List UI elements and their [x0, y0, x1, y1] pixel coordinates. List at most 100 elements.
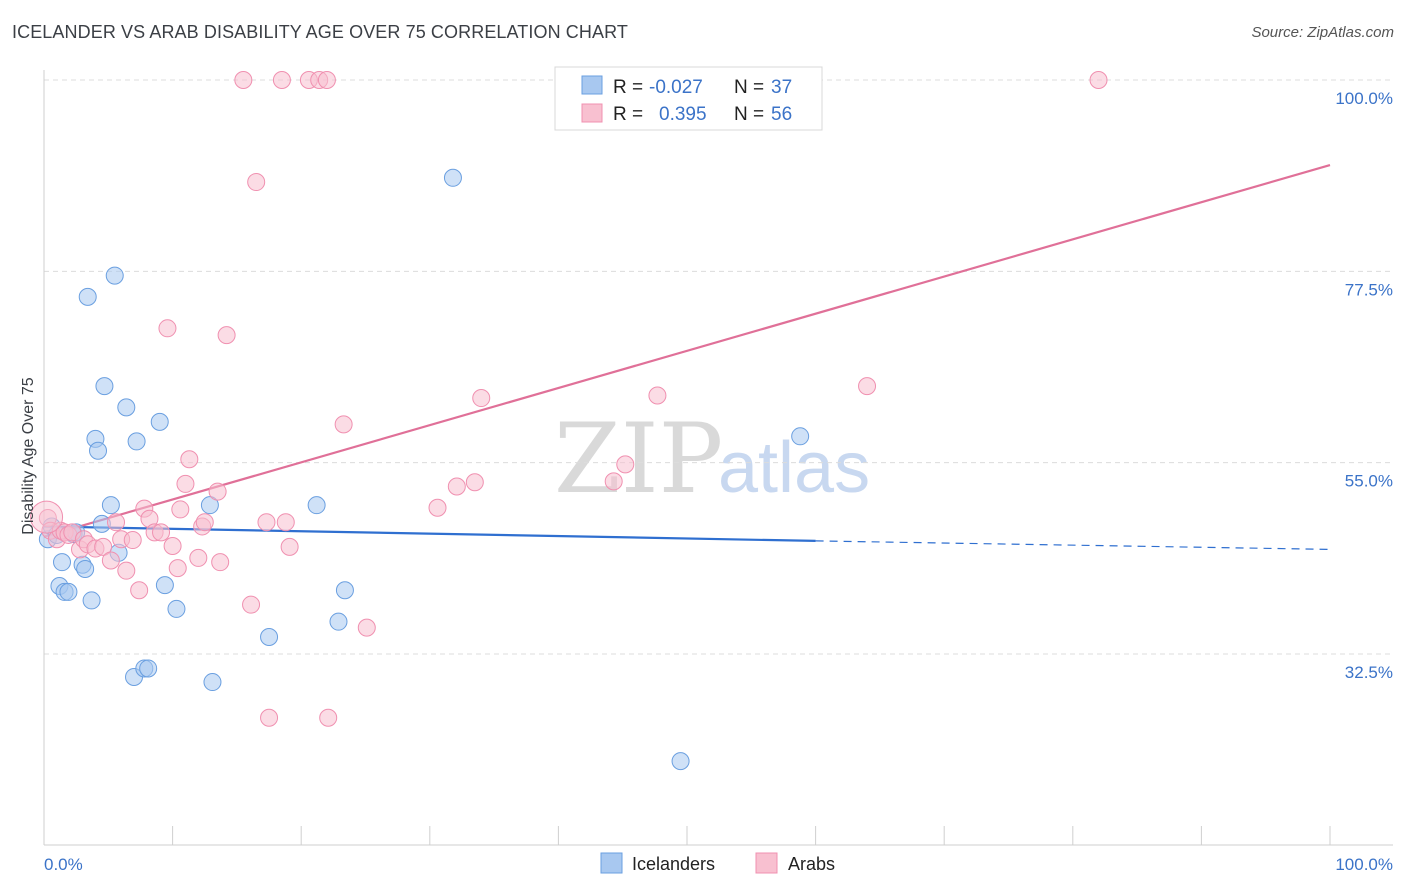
data-points: [30, 71, 1108, 771]
grid-lines: [44, 79, 1393, 655]
icelanders-point: [76, 559, 95, 578]
arabs-point: [334, 415, 353, 434]
arabs-point: [447, 477, 466, 496]
legend-swatch-arabs: [581, 103, 603, 123]
source-label: Source: ZipAtlas.com: [1251, 24, 1394, 41]
x-tick-labels: 0.0% 100.0%: [44, 855, 1393, 874]
arabs-point: [319, 708, 338, 727]
icelanders-point: [200, 496, 219, 515]
arabs-point: [234, 71, 253, 89]
icelanders-point: [105, 266, 124, 285]
x-tick-label: 0.0%: [44, 855, 83, 874]
arabs-point: [168, 559, 187, 578]
icelanders-trend-extension: [815, 540, 1331, 551]
icelanders-point: [139, 659, 158, 678]
icelanders-point: [307, 496, 326, 515]
y-tick-label: 32.5%: [1345, 663, 1393, 682]
arabs-point: [189, 548, 208, 567]
icelanders-trend-line: [43, 525, 816, 543]
icelanders-point: [671, 752, 690, 771]
legend-n-label-arabs: N =: [734, 104, 764, 125]
legend-r-value-arabs: 0.395: [659, 104, 707, 125]
icelanders-point: [443, 168, 462, 187]
arabs-point: [616, 455, 635, 474]
arabs-point: [117, 561, 136, 580]
correlation-legend: R = -0.027 N = 37 R = 0.395 N = 56: [554, 66, 823, 131]
icelanders-point: [127, 432, 146, 451]
icelanders-point: [53, 553, 72, 572]
legend-r-label-arabs: R =: [613, 104, 643, 125]
arabs-point: [858, 377, 877, 396]
arabs-point: [94, 537, 113, 556]
arabs-point: [180, 450, 199, 469]
arabs-point: [465, 473, 484, 492]
icelanders-point: [791, 427, 810, 446]
arabs-point: [280, 537, 299, 556]
y-axis-label: Disability Age Over 75: [20, 377, 37, 535]
legend-r-label-icelanders: R =: [613, 77, 643, 98]
arabs-point: [242, 595, 261, 614]
icelanders-point: [101, 496, 120, 515]
arabs-point: [171, 500, 190, 519]
watermark-zip: ZIP: [554, 403, 723, 515]
y-tick-labels: 32.5% 55.0% 77.5% 100.0%: [1335, 89, 1393, 682]
series-legend-swatch-arabs: [755, 852, 778, 874]
icelanders-point: [335, 581, 354, 600]
legend-r-value-icelanders: -0.027: [649, 77, 703, 98]
icelanders-point: [82, 591, 101, 610]
arabs-point: [247, 173, 266, 192]
icelanders-point: [155, 576, 174, 595]
arabs-point: [101, 551, 120, 570]
y-tick-label: 77.5%: [1345, 280, 1393, 299]
arabs-point: [163, 537, 182, 556]
arabs-point: [211, 553, 230, 572]
y-tick-label: 100.0%: [1335, 89, 1393, 108]
arabs-point: [195, 513, 214, 532]
arabs-point: [130, 581, 149, 600]
arabs-point: [176, 474, 195, 493]
arabs-point: [123, 531, 142, 550]
arabs-point: [107, 513, 126, 532]
arabs-point: [260, 708, 279, 727]
icelanders-point: [78, 287, 97, 306]
legend-n-label-icelanders: N =: [734, 77, 764, 98]
arabs-point: [152, 523, 171, 542]
trend-lines: [43, 163, 1331, 551]
icelanders-point: [260, 627, 279, 646]
arabs-point: [357, 618, 376, 637]
legend-n-value-arabs: 56: [771, 104, 792, 125]
series-legend-label-icelanders: Icelanders: [632, 854, 715, 874]
icelanders-point: [203, 673, 222, 692]
arabs-point: [217, 326, 236, 345]
icelanders-point: [167, 599, 186, 618]
arabs-point: [648, 386, 667, 405]
x-tick-label: 100.0%: [1335, 855, 1393, 874]
arabs-trend-line: [43, 163, 1331, 538]
arabs-point: [428, 498, 447, 517]
chart-title: ICELANDER VS ARAB DISABILITY AGE OVER 75…: [12, 22, 628, 42]
arabs-point: [30, 500, 64, 534]
arabs-point: [472, 389, 491, 408]
icelanders-point: [95, 377, 114, 396]
legend-n-value-icelanders: 37: [771, 77, 792, 98]
series-legend-swatch-icelanders: [600, 852, 623, 874]
series-legend-label-arabs: Arabs: [788, 854, 835, 874]
arabs-point: [208, 482, 227, 501]
arabs-point: [317, 71, 336, 89]
y-tick-label: 55.0%: [1345, 472, 1393, 491]
arabs-point: [1089, 71, 1108, 89]
arabs-point: [276, 513, 295, 532]
series-legend: Icelanders Arabs: [600, 852, 835, 874]
arabs-point: [604, 472, 623, 491]
icelanders-point: [89, 441, 108, 460]
arabs-point: [272, 71, 291, 89]
arabs-point: [257, 513, 276, 532]
icelanders-point: [150, 412, 169, 431]
arabs-point: [158, 319, 177, 338]
axes: [43, 70, 1393, 846]
icelanders-point: [59, 582, 78, 601]
icelanders-point: [329, 612, 348, 631]
icelanders-point: [117, 398, 136, 417]
legend-swatch-icelanders: [581, 75, 603, 95]
